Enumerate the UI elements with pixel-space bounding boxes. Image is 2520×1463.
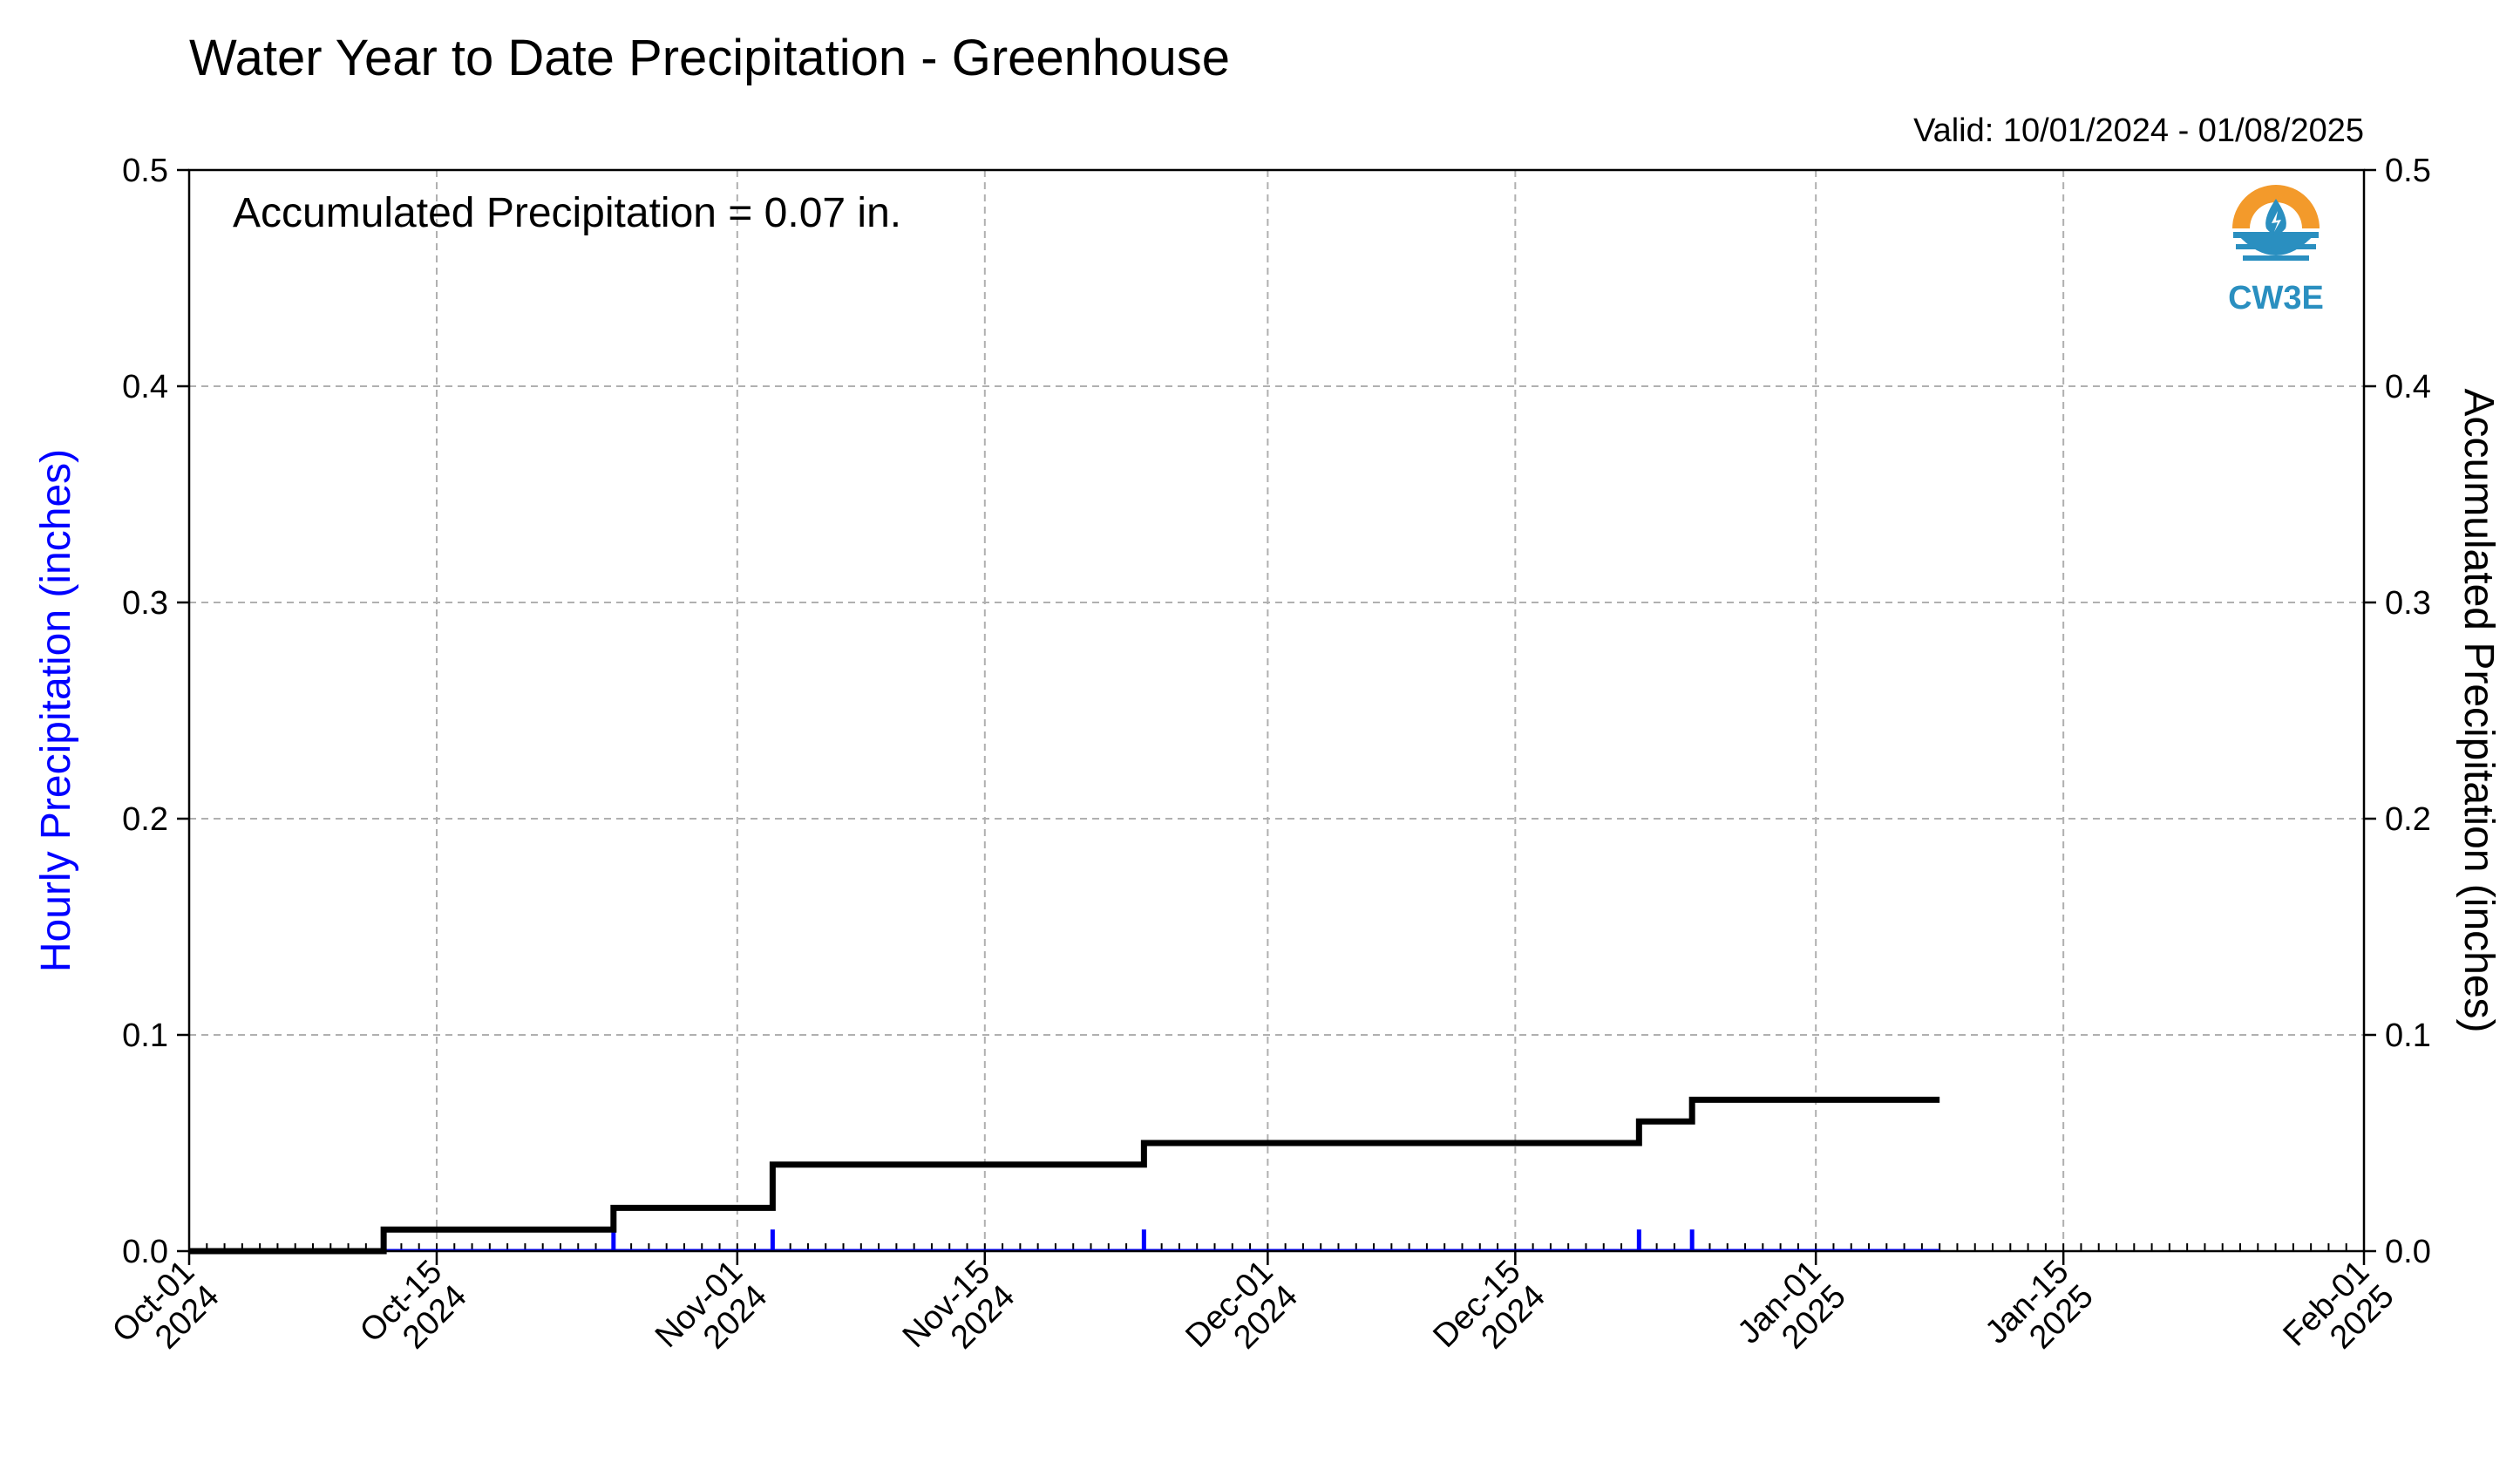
logo-text: CW3E	[2228, 280, 2324, 316]
right-y-tick-label: 0.4	[2385, 369, 2431, 405]
right-y-tick-label: 0.0	[2385, 1234, 2431, 1270]
cw3e-water-drop-logo-icon	[2231, 185, 2320, 274]
right-y-tick-labels: 0.0 0.1 0.2 0.3 0.4 0.5	[2385, 153, 2431, 1270]
major-ticks	[177, 168, 2376, 1265]
right-y-tick-label: 0.5	[2385, 153, 2431, 189]
plot-frame	[187, 168, 2366, 1253]
right-y-tick-label: 0.1	[2385, 1017, 2431, 1054]
left-y-tick-labels: 0.0 0.1 0.2 0.3 0.4 0.5	[122, 153, 168, 1270]
left-y-axis-label: Hourly Precipitation (inches)	[33, 449, 79, 972]
left-y-tick-label: 0.4	[122, 369, 168, 405]
right-y-axis-label: Accumulated Precipitation (inches)	[2455, 388, 2502, 1032]
left-y-tick-label: 0.2	[122, 801, 168, 838]
left-y-tick-label: 0.1	[122, 1017, 168, 1054]
hourly-precip-bars	[189, 1229, 1940, 1252]
cw3e-logo: CW3E	[2228, 185, 2324, 316]
chart-title: Water Year to Date Precipitation - Green…	[189, 30, 1230, 86]
right-y-tick-label: 0.2	[2385, 801, 2431, 838]
right-y-tick-label: 0.3	[2385, 585, 2431, 622]
left-y-tick-label: 0.5	[122, 153, 168, 189]
grid	[189, 170, 2364, 1251]
left-y-tick-label: 0.3	[122, 585, 168, 622]
valid-date-range: Valid: 10/01/2024 - 01/08/2025	[1913, 112, 2364, 149]
accumulated-precip-line	[189, 1096, 1940, 1255]
left-y-tick-label: 0.0	[122, 1234, 168, 1270]
accumulated-annotation: Accumulated Precipitation = 0.07 in.	[233, 190, 901, 236]
